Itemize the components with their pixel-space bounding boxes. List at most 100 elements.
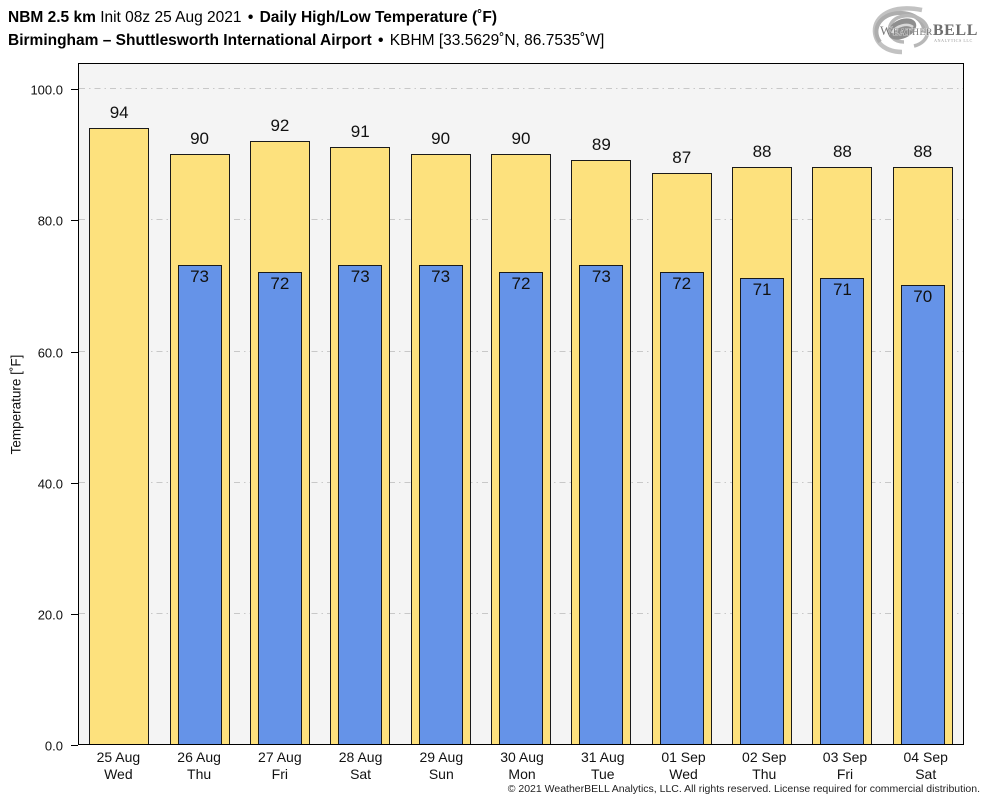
x-tick-date: 28 Aug: [338, 749, 383, 765]
x-tick-day: Thu: [752, 766, 777, 782]
low-value-label: 73: [591, 267, 611, 287]
chart-header: NBM 2.5 km Init 08z 25 Aug 2021 • Daily …: [8, 6, 604, 52]
y-tick-label: 0.0: [44, 738, 63, 754]
x-tick-day: Wed: [669, 766, 698, 782]
x-tick-label: 03 Sep Fri: [805, 749, 886, 783]
low-value-label: 72: [511, 273, 531, 293]
low-bar: 73: [418, 265, 463, 744]
chart-title-line1: NBM 2.5 km Init 08z 25 Aug 2021 • Daily …: [8, 6, 604, 29]
subtitle-separator: •: [378, 32, 384, 49]
logo-text-eather: EATHER: [893, 28, 933, 38]
x-tick-date: 25 Aug: [96, 749, 141, 765]
bar-slot: 89 73: [561, 64, 641, 744]
x-tick-date: 01 Sep: [661, 749, 706, 765]
bar-slot: 90 73: [400, 64, 480, 744]
bar-slot: 90 72: [481, 64, 561, 744]
y-tick-mark: [71, 220, 78, 222]
high-value-label: 92: [270, 115, 290, 135]
x-tick-day: Sat: [915, 766, 937, 782]
x-axis: 25 Aug Wed 26 Aug Thu 27 Aug Fri 28 Aug Sat 29 A…: [78, 749, 966, 783]
chart-title: Daily High/Low Temperature (˚F): [259, 9, 497, 26]
weatherbell-logo: WEATHERBELL ANALYTICS LLC: [872, 6, 978, 55]
high-value-label: 91: [350, 122, 370, 142]
x-tick-label: 30 Aug Mon: [482, 749, 563, 783]
y-tick-label: 40.0: [37, 476, 63, 492]
high-value-label: 89: [591, 135, 611, 155]
y-tick-mark: [71, 745, 78, 746]
x-tick-day: Fri: [271, 766, 288, 782]
x-tick-label: 02 Sep Thu: [724, 749, 805, 783]
low-bar: 73: [579, 265, 624, 744]
plot-area: 94 90 73 92 72 91 73 90 73 90 72 89 73 87 72 88 71 88 71 88…: [78, 63, 964, 745]
title-separator: •: [247, 9, 254, 26]
y-axis: 0.0 20.0 40.0 60.0 80.0 100.0: [0, 64, 78, 754]
x-tick-date: 30 Aug: [500, 749, 544, 765]
y-tick-mark: [71, 482, 78, 484]
low-value-label: 71: [752, 280, 772, 300]
bar-slot: 94: [79, 64, 159, 744]
init-time: Init 08z 25 Aug 2021: [100, 9, 242, 26]
low-value-label: 70: [913, 286, 933, 306]
x-tick-label: 26 Aug Thu: [159, 749, 240, 783]
low-value-label: 73: [190, 267, 209, 287]
copyright-notice: © 2021 WeatherBELL Analytics, LLC. All r…: [507, 783, 980, 795]
high-value-label: 88: [832, 141, 852, 161]
x-tick-label: 31 Aug Tue: [562, 749, 643, 783]
low-value-label: 71: [832, 280, 852, 300]
station-name: Birmingham – Shuttlesworth International…: [8, 32, 372, 49]
y-tick-mark: [71, 351, 78, 353]
chart-title-line2: Birmingham – Shuttlesworth International…: [8, 29, 604, 52]
logo-text-w: W: [880, 23, 893, 38]
x-tick-label: 04 Sep Sat: [885, 749, 966, 783]
x-tick-label: 01 Sep Wed: [643, 749, 724, 783]
bar-slot: 88 71: [722, 64, 802, 744]
high-bar: [89, 127, 150, 744]
x-tick-day: Thu: [187, 766, 212, 782]
x-tick-label: 28 Aug Sat: [320, 749, 401, 783]
y-tick-label: 20.0: [37, 607, 63, 623]
x-tick-label: 25 Aug Wed: [78, 749, 159, 783]
bar-slot: 92 72: [240, 64, 320, 744]
x-tick-label: 29 Aug Sun: [401, 749, 482, 783]
logo-text-bell: BELL: [933, 22, 978, 39]
low-value-label: 73: [431, 267, 451, 287]
high-value-label: 90: [431, 128, 451, 148]
bar-slot: 90 73: [159, 64, 239, 744]
x-tick-day: Fri: [836, 766, 854, 782]
low-value-label: 73: [350, 267, 370, 287]
low-bar: 71: [820, 278, 865, 744]
bar-slot: 88 71: [802, 64, 882, 744]
x-tick-date: 03 Sep: [822, 749, 868, 765]
high-value-label: 90: [190, 128, 209, 148]
logo-subtext: ANALYTICS LLC: [934, 38, 973, 43]
low-bar: 73: [338, 265, 383, 744]
x-tick-day: Wed: [104, 766, 133, 782]
low-bar: 72: [257, 271, 302, 744]
station-id: KBHM [33.5629˚N, 86.7535˚W]: [389, 32, 605, 49]
y-tick-mark: [71, 89, 78, 91]
hurricane-swirl-icon: [872, 6, 930, 55]
x-tick-day: Sun: [428, 766, 454, 782]
low-value-label: 72: [672, 273, 692, 293]
low-bar: 70: [900, 284, 945, 744]
high-value-label: 88: [752, 141, 772, 161]
low-bar: 72: [498, 271, 543, 744]
low-bar: 72: [659, 271, 704, 744]
low-value-label: 72: [270, 273, 290, 293]
svg-text:WEATHERBELL: WEATHERBELL: [880, 22, 978, 39]
y-tick-label: 60.0: [37, 345, 63, 361]
low-bar: 73: [177, 265, 222, 744]
x-tick-date: 31 Aug: [580, 749, 625, 765]
model-name: NBM 2.5 km: [8, 9, 96, 26]
x-tick-date: 26 Aug: [177, 749, 221, 765]
x-tick-date: 29 Aug: [419, 749, 464, 765]
x-tick-day: Tue: [590, 766, 615, 782]
x-tick-date: 04 Sep: [903, 749, 948, 765]
x-tick-date: 02 Sep: [742, 749, 787, 765]
x-tick-label: 27 Aug Fri: [239, 749, 320, 783]
high-value-label: 88: [913, 141, 933, 161]
x-tick-date: 27 Aug: [258, 749, 302, 765]
high-value-label: 94: [109, 102, 129, 122]
high-value-label: 90: [511, 128, 531, 148]
